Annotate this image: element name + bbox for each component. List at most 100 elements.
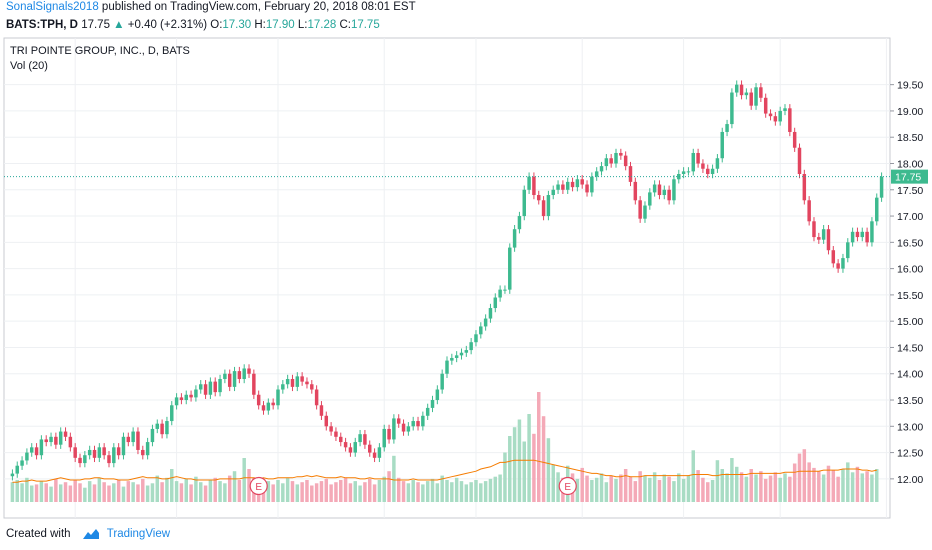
candle-body	[319, 405, 324, 416]
volume-bar	[189, 484, 193, 502]
candle-body	[261, 405, 266, 411]
volume-bar	[551, 464, 555, 502]
candle-body	[763, 97, 768, 114]
y-tick-label: 18.50	[897, 132, 923, 144]
candle-body	[25, 452, 29, 461]
volume-bar	[725, 473, 729, 502]
volume-bar	[295, 484, 300, 502]
candle-body	[363, 434, 367, 445]
volume-bar	[285, 477, 290, 502]
volume-bar	[300, 482, 304, 502]
candle-body	[218, 378, 222, 393]
volume-bar	[841, 469, 845, 502]
volume-bar	[145, 485, 150, 502]
candle-body	[701, 163, 705, 169]
candle-body	[870, 221, 874, 243]
volume-bar	[392, 455, 396, 502]
volume-bar	[232, 471, 237, 502]
volume-bar	[329, 484, 333, 502]
volume-bar	[493, 476, 498, 502]
publish-info: SonalSignals2018 published on TradingVie…	[6, 1, 416, 13]
candle-body	[474, 334, 478, 343]
volume-bar	[237, 480, 242, 502]
candle-body	[165, 421, 169, 435]
candle-body	[160, 423, 164, 435]
earnings-marker[interactable]	[558, 476, 577, 496]
volume-bar	[271, 484, 275, 502]
volume-bar	[783, 473, 787, 502]
candle-body	[725, 124, 729, 132]
candle-body	[730, 92, 734, 125]
volume-bar	[387, 471, 391, 502]
candle-body	[136, 431, 140, 450]
volume-bar	[107, 485, 111, 502]
candle-body	[387, 428, 391, 440]
candle-body	[179, 397, 184, 401]
y-tick-label: 19.50	[897, 80, 923, 92]
volume-bar	[488, 478, 493, 502]
candle-body	[681, 171, 686, 175]
candle-body	[34, 447, 39, 456]
y-tick-label: 16.00	[897, 264, 923, 276]
candle-body	[10, 473, 15, 477]
volume-bar	[850, 472, 855, 502]
candle-body	[879, 176, 884, 198]
candle-body	[734, 84, 739, 93]
candle-body	[208, 381, 213, 395]
y-tick-label: 17.00	[897, 211, 923, 223]
candle-body	[599, 166, 604, 172]
candle-body	[561, 184, 565, 190]
candle-body	[435, 389, 440, 401]
candle-body	[532, 176, 536, 196]
candle-body	[266, 402, 271, 411]
earnings-marker[interactable]	[249, 476, 268, 496]
volume-bar	[846, 462, 850, 502]
volume-bar	[15, 480, 19, 502]
candle-body	[575, 179, 580, 188]
candle-body	[619, 152, 623, 156]
volume-bar	[54, 478, 58, 502]
author-link[interactable]: SonalSignals2018	[6, 1, 99, 13]
chart-title: TRI POINTE GROUP, INC., D, BATS	[10, 45, 190, 57]
volume-bar	[677, 473, 681, 502]
volume-bar	[532, 433, 536, 502]
candle-body	[242, 368, 246, 379]
price-chart[interactable]: 12.00 12.50 13.00 13.50 14.00 14.50 15.00 15.50…	[0, 36, 932, 520]
candle-body	[459, 352, 464, 356]
candle-body	[565, 181, 570, 190]
volume-bar	[44, 483, 48, 502]
volume-bar	[498, 474, 502, 502]
volume-bar	[339, 480, 343, 502]
candle-body	[78, 457, 82, 464]
candle-body	[425, 407, 430, 416]
volume-bar	[541, 416, 546, 502]
tradingview-link[interactable]: TradingView	[106, 528, 171, 541]
candle-body	[551, 189, 555, 196]
volume-bar	[479, 483, 483, 502]
candle-body	[498, 289, 502, 298]
candle-body	[841, 258, 845, 269]
volume-bar	[469, 482, 473, 502]
volume-bar	[696, 470, 700, 502]
volume-bar	[672, 481, 676, 502]
y-tick-label: 14.00	[897, 369, 923, 381]
volume-bar	[87, 481, 92, 502]
volume-bar	[657, 480, 662, 502]
candle-body	[541, 200, 546, 217]
last-price-tag	[891, 169, 928, 184]
candle-body	[807, 200, 811, 222]
volume-bar	[590, 480, 594, 502]
volume-bar	[580, 467, 584, 502]
candle-body	[479, 326, 483, 335]
volume-bar	[754, 474, 758, 502]
candle-body	[247, 368, 251, 374]
volume-bar	[319, 481, 324, 502]
volume-bar	[179, 483, 184, 502]
candle-body	[860, 231, 865, 238]
candle-body	[396, 418, 401, 424]
close-value: 17.75	[350, 19, 380, 31]
candle-body	[812, 221, 816, 238]
volume-bar	[459, 481, 464, 502]
candle-body	[445, 360, 449, 374]
candle-body	[512, 229, 517, 248]
